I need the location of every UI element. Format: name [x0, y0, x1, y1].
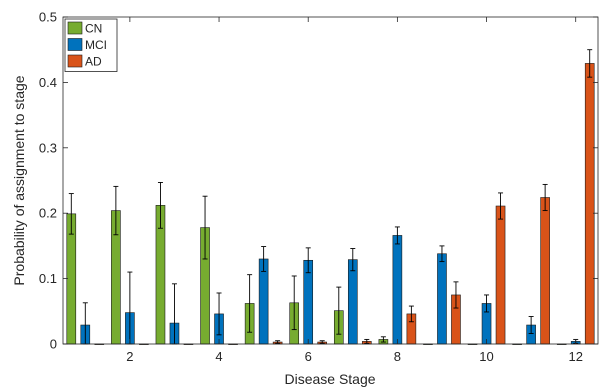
error-bar-cn-stage-8	[380, 336, 386, 343]
legend-swatch-mci	[67, 38, 83, 51]
error-bar-ad-stage-5	[275, 340, 281, 344]
error-bar-cn-stage-5	[247, 274, 253, 333]
legend-swatch-ad	[67, 54, 83, 68]
error-bar-cn-stage-3	[157, 182, 163, 229]
error-bar-mci-stage-5	[261, 246, 267, 272]
y-tick-label: 0.4	[39, 75, 57, 90]
error-bar-ad-stage-6	[319, 340, 325, 344]
axes-layer: 0 0.1 0.2 0.3 0.4 0.5 2 4 6 8 10 12	[39, 10, 599, 364]
x-tick-label: 12	[568, 349, 582, 364]
legend-label-cn: CN	[85, 22, 102, 36]
error-bar-ad-stage-12	[587, 49, 593, 78]
error-bar-ad-stage-7	[364, 338, 370, 344]
error-bar-cn-stage-6	[291, 275, 297, 331]
error-bar-ad-stage-10	[498, 192, 504, 220]
error-bar-mci-stage-4	[216, 292, 222, 336]
y-tick-label: 0	[50, 337, 57, 352]
y-tick-label: 0.2	[39, 206, 57, 221]
error-bar-mci-stage-11	[528, 316, 534, 334]
error-bar-mci-stage-6	[305, 247, 311, 274]
plot-area	[63, 17, 598, 344]
error-bar-mci-stage-10	[484, 294, 490, 313]
error-bar-ad-stage-11	[542, 183, 548, 212]
bar-ad-stage-11	[540, 197, 550, 345]
bar-mci-stage-9	[437, 253, 447, 345]
x-tick-label: 10	[479, 349, 493, 364]
legend-label-ad: AD	[85, 55, 102, 69]
legend: CN MCI AD	[64, 18, 118, 72]
x-tick-label: 2	[126, 349, 133, 364]
y-tick-label: 0.3	[39, 140, 57, 155]
bar-ad-stage-10	[495, 205, 506, 345]
axes-box	[62, 16, 599, 345]
x-axis-label: Disease Stage	[284, 371, 375, 387]
error-bar-cn-stage-1	[68, 193, 74, 235]
y-tick-label: 0.1	[39, 271, 57, 286]
bar-ad-stage-12	[584, 63, 595, 345]
x-tick-label: 4	[215, 349, 222, 364]
bar-mci-stage-8	[392, 235, 403, 345]
x-tick-label: 8	[394, 349, 401, 364]
error-bar-ad-stage-8	[408, 305, 414, 323]
x-tick-label: 6	[305, 349, 312, 364]
legend-swatch-cn	[67, 21, 83, 35]
error-bar-cn-stage-7	[336, 286, 342, 335]
error-bar-ad-stage-9	[453, 281, 459, 309]
error-bar-cn-stage-2	[113, 185, 119, 236]
error-bar-mci-stage-8	[394, 226, 400, 245]
y-tick-label: 0.5	[39, 10, 57, 25]
legend-label-mci: MCI	[85, 38, 107, 52]
y-axis-label: Probability of assignment to stage	[11, 75, 27, 285]
error-bar-mci-stage-7	[350, 248, 356, 272]
bar-mci-stage-7	[347, 259, 358, 345]
error-bar-cn-stage-4	[202, 195, 208, 260]
error-bar-mci-stage-9	[439, 245, 445, 263]
